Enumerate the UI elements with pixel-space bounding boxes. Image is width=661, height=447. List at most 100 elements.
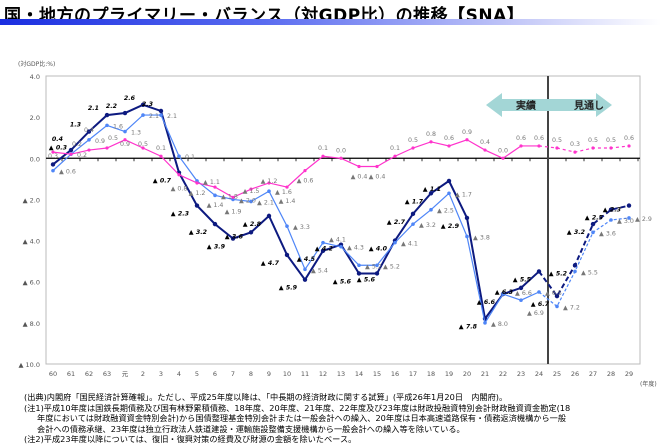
x-tick-label: 10 — [283, 370, 291, 378]
series-light-data-label: 1.3 — [131, 130, 141, 137]
series-light-point — [177, 154, 181, 159]
x-tick-label: 24 — [535, 370, 543, 378]
series-light-data-label: 0.2 — [77, 152, 87, 159]
series-dark-data-label: ▲ 3.2 — [567, 229, 586, 236]
series-pink-data-label: 0.5 — [138, 141, 148, 148]
series-light-point — [537, 290, 541, 294]
series-light-point — [303, 267, 307, 272]
x-tick-label: 26 — [571, 370, 579, 378]
series-dark-point — [464, 215, 470, 221]
series-dark-point — [104, 112, 110, 118]
series-pink-data-label: ▲ 1.9 — [225, 208, 242, 215]
series-pink-point — [267, 181, 271, 185]
series-pink-point — [627, 144, 631, 148]
series-dark-point — [86, 129, 92, 134]
series-dark-data-label: ▲ 4.2 — [315, 246, 334, 253]
series-dark-data-label: ▲ 4.0 — [369, 246, 388, 253]
x-tick-label: 61 — [67, 370, 75, 378]
y-tick-label: 2.0 — [30, 114, 40, 122]
series-dark-data-label: 2.3 — [142, 101, 154, 108]
series-dark-point — [248, 230, 254, 235]
series-pink-point — [411, 146, 415, 150]
series-pink-point — [555, 146, 559, 150]
x-tick-label: 23 — [517, 370, 525, 378]
x-tick-label: 4 — [177, 370, 181, 378]
series-pink-data-label: ▲ 1.2 — [261, 178, 278, 185]
series-light-point — [339, 244, 343, 249]
series-pink-data-label: 0.5 — [408, 137, 418, 144]
series-light-point — [483, 321, 487, 325]
series-pink-data-label: 0.1 — [318, 145, 328, 152]
series-pink-data-label: 0.5 — [108, 135, 118, 142]
series-pink-data-label: 0.9 — [462, 129, 472, 136]
y-tick-label: ▲ 10.0 — [18, 361, 40, 369]
note-1-cont: 会計への債務承継、23年度は独立行政法人鉄道建設・運輸施設整備支援機構から一般会… — [37, 423, 465, 434]
series-dark-point — [158, 108, 164, 114]
series-dark-point — [572, 263, 578, 268]
series-dark-point — [266, 213, 272, 219]
x-tick-label: 20 — [463, 370, 471, 378]
series-pink-outlook-line — [538, 145, 630, 153]
series-pink-point — [231, 195, 235, 199]
series-light-point — [123, 129, 127, 134]
series-dark-point — [374, 271, 380, 276]
series-light-point — [573, 269, 577, 274]
series-pink-point — [177, 173, 181, 177]
series-pink-point — [519, 144, 523, 148]
x-tick-label: 17 — [409, 370, 417, 378]
series-pink-point — [321, 154, 325, 158]
series-light-data-label: ▲ 2.9 — [635, 216, 652, 223]
series-light-point — [51, 168, 55, 173]
series-dark-point — [446, 178, 452, 184]
series-pink-data-label: 0.2 — [72, 141, 82, 148]
series-pink-data-label: ▲ 0.4 — [351, 174, 368, 181]
series-dark-data-label: ▲ 2.3 — [603, 207, 622, 214]
series-light-point — [519, 298, 523, 303]
series-dark-data-label: ▲ 0.7 — [153, 178, 172, 185]
series-pink-data-label: 0.5 — [606, 137, 616, 144]
series-light-point — [591, 230, 595, 235]
series-pink-point — [303, 169, 307, 173]
series-pink-data-label: 0.5 — [588, 137, 598, 144]
series-pink-point — [285, 185, 289, 189]
series-light-point — [627, 216, 631, 220]
outlook-label: 見通し — [573, 100, 604, 112]
series-pink-point — [609, 146, 613, 150]
series-light-point — [321, 240, 325, 245]
series-dark-data-label: ▲ 1.1 — [423, 186, 441, 193]
x-tick-label: 6 — [213, 370, 217, 378]
series-pink-data-label: 0.4 — [480, 139, 490, 146]
note-1: (注1)平成10年度は国鉄長期債務及び国有林野累積債務、18年度、20年度、21… — [24, 402, 571, 413]
series-dark-point — [536, 269, 542, 274]
series-light-data-label: ▲ 2.0 — [239, 197, 256, 204]
series-light-data-label: 2.1 — [167, 113, 177, 120]
series-light-data-label: ▲ 7.2 — [563, 304, 580, 311]
x-tick-label: 60 — [49, 370, 57, 378]
series-dark-data-label: ▲ 5.9 — [279, 285, 298, 292]
series-pink-point — [105, 146, 109, 150]
x-tick-label: 元 — [122, 370, 129, 378]
series-pink-actual-line — [52, 139, 539, 199]
series-dark-point — [140, 102, 146, 108]
series-dark-data-label: 0.4 — [52, 136, 63, 143]
series-dark-point — [320, 248, 326, 254]
series-light-data-label: ▲ 1.1 — [203, 179, 220, 186]
note-1-cont: 年度においては財政融資資金特別会計)から国債整理基金特別会計または一般会計への繰… — [37, 413, 567, 423]
x-tick-label: 29 — [625, 370, 633, 378]
series-dark-point — [302, 277, 308, 282]
series-light-data-label: ▲ 3.6 — [599, 230, 616, 237]
series-dark-data-label: ▲ 2.3 — [171, 211, 190, 218]
series-light-data-label: ▲ 2.1 — [257, 199, 274, 206]
primary-balance-chart: 60 61 62 63 元 2 3 4 5 6 7 8 9 10 11 12 13 14 15 16 17 18 19 20 2… — [18, 60, 657, 388]
series-light-point — [267, 189, 271, 193]
series-light-data-label: ▲ 3.0 — [617, 218, 634, 225]
series-pink-data-label: 0.6 — [624, 135, 634, 142]
series-dark-data-label: ▲ 2.7 — [387, 219, 406, 226]
series-dark-point — [410, 211, 416, 217]
series-light-point — [375, 263, 379, 268]
actual-label: 実績 — [516, 99, 536, 112]
series-light-data-label: ▲ 4.1 — [329, 237, 346, 244]
y-tick-label: 4.0 — [30, 73, 40, 81]
series-pink-data-label: 0.6 — [444, 135, 454, 142]
series-dark-data-label: ▲ 5.5 — [513, 276, 532, 283]
